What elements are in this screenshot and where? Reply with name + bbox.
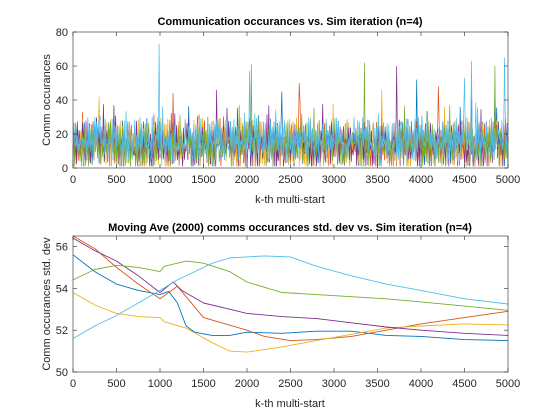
y-tick-label: 52 [56, 325, 68, 337]
x-tick-label: 3500 [365, 174, 389, 186]
x-tick-label: 0 [70, 378, 76, 390]
x-axis-label: k-th multi-start [255, 194, 325, 206]
series-line-6 [72, 43, 509, 160]
series-line-5 [72, 260, 509, 311]
x-tick-label: 4500 [452, 378, 476, 390]
x-tick-label: 0 [70, 174, 76, 186]
y-tick-label: 0 [62, 163, 68, 175]
y-tick-label: 56 [56, 241, 68, 253]
chart-title: Communication occurances vs. Sim iterati… [158, 16, 423, 28]
axes-box [72, 235, 509, 373]
x-axis-label: k-th multi-start [255, 398, 325, 410]
series-lines [72, 43, 509, 167]
x-tick-label: 3000 [322, 174, 346, 186]
y-tick-label: 50 [56, 367, 68, 379]
plot-area [73, 236, 508, 372]
x-tick-label: 2500 [278, 174, 302, 186]
x-tick-label: 1500 [191, 378, 215, 390]
x-tick-label: 3000 [322, 378, 346, 390]
y-tick-label: 60 [56, 61, 68, 73]
subplot-moving-average-std-dev: Moving Ave (2000) comms occurances std. … [41, 222, 520, 410]
x-tick-label: 1000 [148, 174, 172, 186]
subplot-comm-occurances: Communication occurances vs. Sim iterati… [41, 16, 520, 206]
y-tick-label: 40 [56, 95, 68, 107]
y-axis-label: Comm occurances std. dev [41, 237, 53, 371]
x-tick-label: 500 [107, 378, 125, 390]
x-tick-label: 1000 [148, 378, 172, 390]
x-tick-label: 4000 [409, 378, 433, 390]
series-line-4 [72, 237, 509, 336]
y-axis-label: Comm occurances [41, 54, 53, 146]
y-tick-label: 54 [56, 283, 68, 295]
y-tick-label: 20 [56, 129, 68, 141]
series-lines [72, 235, 509, 353]
y-tick-label: 80 [56, 27, 68, 39]
tick-marks: 0 500 1000 1500 2000 2500 3000 3500 4000 4500 5000… [56, 27, 520, 186]
x-tick-label: 5000 [496, 378, 520, 390]
series-line-6 [72, 255, 509, 339]
x-tick-label: 500 [107, 174, 125, 186]
series-line-1 [72, 254, 509, 342]
x-tick-label: 4000 [409, 174, 433, 186]
x-tick-label: 3500 [365, 378, 389, 390]
chart-title: Moving Ave (2000) comms occurances std. … [108, 222, 472, 234]
x-tick-label: 2000 [235, 378, 259, 390]
axes-box [72, 31, 509, 169]
x-tick-label: 5000 [496, 174, 520, 186]
x-tick-label: 2000 [235, 174, 259, 186]
x-tick-label: 2500 [278, 378, 302, 390]
x-tick-label: 1500 [191, 174, 215, 186]
x-tick-label: 4500 [452, 174, 476, 186]
tick-marks: 0 500 1000 1500 2000 2500 3000 3500 4000 4500 5000… [56, 236, 520, 390]
series-line-3 [72, 292, 509, 353]
